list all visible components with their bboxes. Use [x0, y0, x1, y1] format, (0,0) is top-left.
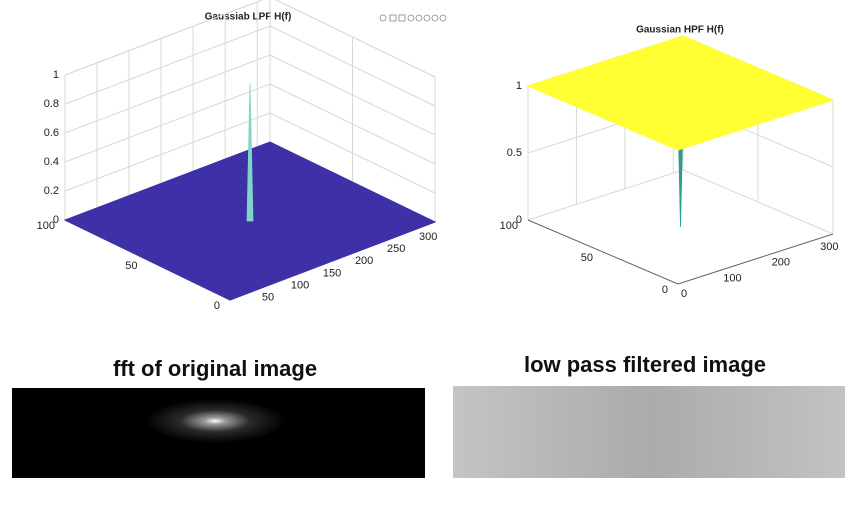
tool-icon[interactable] [440, 15, 446, 21]
x-tick-label: 50 [262, 292, 274, 304]
x-tick-label: 300 [820, 241, 838, 253]
tool-icon[interactable] [380, 15, 386, 21]
y-tick-label: 0 [662, 284, 668, 296]
grid-line [65, 26, 270, 104]
x-tick-label: 150 [323, 267, 341, 279]
x-tick-label: 100 [291, 280, 309, 292]
fft-glow [145, 399, 285, 443]
grid-line [65, 55, 270, 133]
tool-icon[interactable] [399, 15, 405, 21]
z-tick-label: 0.4 [44, 156, 59, 168]
filtered-image [453, 386, 845, 478]
image-title: low pass filtered image [524, 352, 766, 377]
z-tick-label: 1 [53, 69, 59, 81]
toolbar [380, 15, 446, 21]
z-tick-label: 0.2 [44, 185, 59, 197]
z-tick-label: 1 [516, 80, 522, 92]
plot-title: Gaussian HPF H(f) [636, 25, 724, 36]
grid-line [528, 170, 683, 220]
figure: fft of original image low pass filtered … [0, 0, 856, 506]
tool-icon[interactable] [432, 15, 438, 21]
y-tick-label: 100 [500, 220, 518, 232]
tool-icon[interactable] [424, 15, 430, 21]
x-tick-label: 100 [723, 272, 741, 284]
axis-line [528, 220, 678, 284]
x-tick-label: 250 [387, 243, 405, 255]
tool-icon[interactable] [408, 15, 414, 21]
z-tick-label: 0.5 [507, 147, 522, 159]
y-tick-label: 0 [214, 300, 220, 312]
x-tick-label: 0 [681, 288, 687, 300]
tool-icon[interactable] [390, 15, 396, 21]
z-tick-label: 0.8 [44, 98, 59, 110]
image-title: fft of original image [113, 356, 317, 381]
y-tick-label: 100 [37, 220, 55, 232]
z-tick-label: 0.6 [44, 127, 59, 139]
surface [528, 36, 833, 150]
tool-icon[interactable] [416, 15, 422, 21]
y-tick-label: 50 [581, 252, 593, 264]
axis-line [678, 234, 833, 284]
grid-line [65, 84, 270, 162]
y-tick-label: 50 [125, 260, 137, 272]
x-tick-label: 300 [419, 231, 437, 243]
x-tick-label: 200 [772, 257, 790, 269]
x-tick-label: 200 [355, 255, 373, 267]
